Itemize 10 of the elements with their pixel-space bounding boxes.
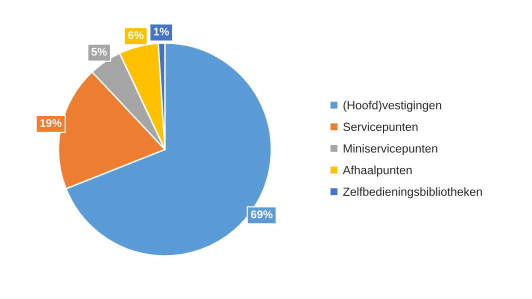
legend-label: Afhaalpunten xyxy=(342,166,412,177)
legend-label: Miniservicepunten xyxy=(344,144,438,155)
data-label: 69% xyxy=(251,210,273,218)
legend-label: Servicepunten xyxy=(343,122,418,134)
data-label: 6% xyxy=(128,31,144,40)
data-label: 5% xyxy=(91,48,107,56)
legend-label: Zelfbedieningsbibliotheken xyxy=(343,187,482,198)
legend-label: (Hoofd)vestigingen xyxy=(344,100,442,112)
data-label: 1% xyxy=(154,28,169,36)
data-label: 19% xyxy=(40,119,62,127)
